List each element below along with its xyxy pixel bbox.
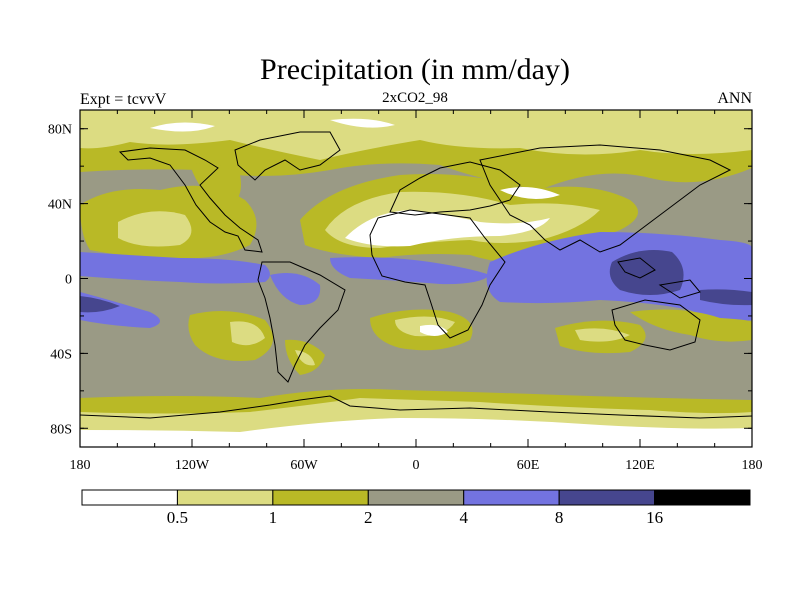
antarctic-below-0.5 bbox=[80, 418, 752, 447]
colorbar-swatch bbox=[176, 489, 274, 506]
s-indian-0.5-1 bbox=[575, 328, 630, 342]
colorbar-label: 4 bbox=[459, 508, 468, 527]
north-america-coast bbox=[118, 147, 263, 253]
x-tick-label: 180 bbox=[70, 458, 91, 473]
pacific-itcz-4-8 bbox=[80, 252, 270, 284]
asia-coast bbox=[479, 144, 732, 253]
period-label: ANN bbox=[717, 90, 752, 107]
colorbar-swatch bbox=[558, 489, 656, 506]
w-pacific-8-16 bbox=[80, 296, 120, 313]
arctic-below-0.5-b bbox=[330, 118, 395, 128]
y-tick-label: 80S bbox=[50, 422, 72, 437]
colorbar-swatch bbox=[654, 489, 751, 506]
south-america-coast bbox=[257, 261, 346, 383]
x-tick-label: 180 bbox=[742, 458, 763, 473]
experiment-label: Expt = tcvvV bbox=[80, 91, 167, 108]
colorbar-label: 8 bbox=[555, 508, 564, 527]
atlantic-itcz-4-8 bbox=[330, 257, 490, 285]
map-subtitle: 2xCO2_98 bbox=[382, 90, 448, 106]
sahara-below-0.5 bbox=[345, 210, 550, 247]
s-america-4-8 bbox=[270, 272, 321, 305]
colorbar: 0.5 1 2 4 8 16 bbox=[81, 489, 751, 527]
y-tick-label: 40N bbox=[48, 198, 72, 213]
colorbar-swatch bbox=[367, 489, 465, 506]
colorbar-label: 0.5 bbox=[167, 508, 188, 527]
colorbar-swatch bbox=[81, 489, 178, 506]
map-title: Precipitation (in mm/day) bbox=[260, 53, 570, 86]
colorbar-label: 16 bbox=[646, 508, 663, 527]
y-tick-label: 0 bbox=[65, 273, 72, 288]
australia-coast bbox=[611, 299, 701, 351]
antarctica-coast bbox=[80, 395, 752, 419]
y-tick-label: 40S bbox=[50, 347, 72, 362]
australia-1-2 bbox=[630, 309, 752, 342]
colorbar-swatch bbox=[272, 489, 369, 506]
africa-coast bbox=[369, 209, 506, 339]
central-asia-below-0.5 bbox=[500, 186, 560, 199]
se-pacific-0.5-1 bbox=[230, 321, 265, 346]
na-pacific-0.5-1 bbox=[118, 211, 192, 247]
se-asia-islands bbox=[617, 257, 701, 299]
hudson-greenland-coast bbox=[234, 131, 341, 181]
y-tick-label: 80N bbox=[48, 123, 72, 138]
colorbar-swatch bbox=[463, 489, 560, 506]
x-tick-label: 0 bbox=[413, 458, 420, 473]
x-tick-label: 60E bbox=[517, 458, 540, 473]
x-tick-label: 120W bbox=[175, 458, 210, 473]
e-pacific-8-16 bbox=[700, 289, 752, 306]
axis-ticks: 180 120W 60W 0 60E 120E 180 80N 40N 0 40S 80S bbox=[48, 110, 763, 473]
colorbar-label: 1 bbox=[269, 508, 278, 527]
se-pacific-1-2 bbox=[188, 311, 273, 361]
w-na-1-2 bbox=[190, 162, 241, 210]
colorbar-label: 2 bbox=[364, 508, 373, 527]
coastlines bbox=[80, 131, 752, 419]
arctic-below-0.5 bbox=[150, 122, 215, 132]
arctic-0.5-1 bbox=[80, 110, 752, 160]
s-america-dry-0.5-1 bbox=[295, 350, 315, 366]
contour-field bbox=[80, 110, 752, 447]
europe-coast bbox=[389, 161, 521, 216]
x-tick-label: 120E bbox=[625, 458, 655, 473]
x-tick-label: 60W bbox=[290, 458, 318, 473]
